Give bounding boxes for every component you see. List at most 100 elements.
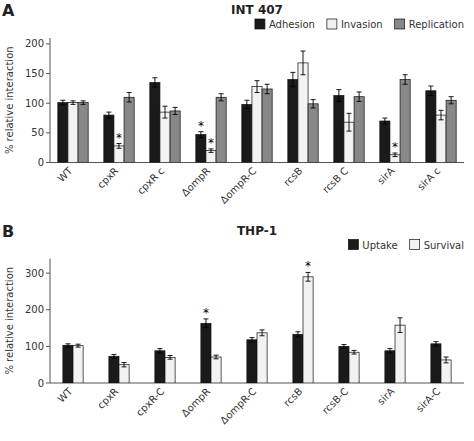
error-line (354, 350, 355, 354)
error-cap (81, 100, 86, 101)
x-tick-label: WT (55, 165, 75, 185)
error-bar (301, 51, 306, 75)
error-cap (152, 77, 157, 78)
error-bar (214, 355, 219, 359)
bar (63, 345, 73, 383)
error-cap (398, 317, 403, 318)
error-line (170, 356, 171, 360)
y-tick (46, 346, 50, 347)
error-bar (311, 100, 316, 108)
error-bar (265, 84, 270, 93)
error-bar (387, 349, 392, 353)
error-bar (403, 75, 408, 84)
error-bar (444, 357, 449, 363)
error-cap (157, 348, 162, 349)
bar (155, 351, 165, 383)
error-cap (428, 95, 433, 96)
y-axis-line (50, 259, 51, 384)
legend-label: Invasion (341, 19, 383, 30)
error-line (113, 354, 114, 358)
error-cap (60, 104, 65, 105)
error-cap (311, 107, 316, 108)
error-line (165, 106, 166, 118)
y-tick-label: 150 (25, 68, 44, 79)
y-axis-label: % relative interaction (4, 267, 15, 375)
error-cap (260, 335, 265, 336)
error-cap (433, 346, 438, 347)
x-tick-label: rcsB-C (320, 386, 350, 416)
error-cap (209, 152, 214, 153)
error-bar (157, 349, 162, 353)
y-tick (46, 73, 50, 74)
error-cap (290, 86, 295, 87)
bar (298, 63, 308, 163)
error-bar (449, 97, 454, 104)
error-line (441, 110, 442, 119)
bar (160, 112, 170, 162)
x-tick-label: cpxR (95, 386, 120, 411)
bar (201, 323, 211, 383)
x-tick-label: cpxR (95, 165, 120, 190)
error-line (83, 101, 84, 105)
error-bar (71, 101, 76, 105)
bar (196, 135, 206, 163)
y-tick-label: 50 (31, 127, 44, 138)
error-line (313, 100, 314, 108)
error-cap (106, 118, 111, 119)
panel: BTHP-1% relative interaction0100200300**… (2, 222, 464, 427)
error-cap (71, 100, 76, 101)
bar (303, 277, 313, 383)
bar (257, 333, 267, 383)
error-cap (117, 148, 122, 149)
bar (68, 103, 78, 163)
error-line (221, 94, 222, 101)
error-cap (347, 113, 352, 114)
error-cap (301, 51, 306, 52)
bar (165, 357, 175, 383)
bar (380, 121, 390, 163)
error-cap (301, 74, 306, 75)
error-bar (111, 354, 116, 358)
error-cap (449, 103, 454, 104)
legend: SurvivalUptake (348, 240, 464, 251)
annotation: * (198, 119, 204, 133)
y-tick-label: 100 (25, 98, 44, 109)
marks (58, 51, 456, 162)
bar (334, 96, 344, 163)
error-line (159, 349, 160, 353)
error-line (292, 72, 293, 86)
y-tick (46, 132, 50, 133)
x-tick-label: ΔompR (179, 165, 212, 198)
y-tick (46, 309, 50, 310)
error-cap (382, 123, 387, 124)
y-axis-line (50, 38, 51, 163)
error-bar (255, 81, 260, 93)
error-bar (306, 272, 311, 281)
error-bar (352, 350, 357, 354)
x-tick-label: sirA (375, 165, 396, 186)
error-line (384, 118, 385, 124)
error-cap (249, 341, 254, 342)
error-cap (65, 343, 70, 344)
bar (170, 111, 180, 163)
error-bar (439, 110, 444, 119)
error-cap (311, 99, 316, 100)
chart: AINT 407% relative interaction0501001502… (0, 0, 474, 441)
title: INT 407 (231, 3, 283, 17)
legend-swatch (410, 240, 420, 250)
bar (119, 365, 129, 383)
error-cap (76, 347, 81, 348)
error-cap (403, 74, 408, 75)
error-cap (433, 341, 438, 342)
error-line (430, 86, 431, 95)
legend-swatch (255, 19, 265, 29)
error-cap (198, 137, 203, 138)
error-line (175, 107, 176, 114)
bar (252, 87, 262, 163)
error-bar (428, 86, 433, 95)
bar (78, 103, 88, 163)
error-bar (127, 93, 132, 102)
error-cap (127, 92, 132, 93)
error-cap (81, 104, 86, 105)
annotation: * (392, 140, 398, 154)
